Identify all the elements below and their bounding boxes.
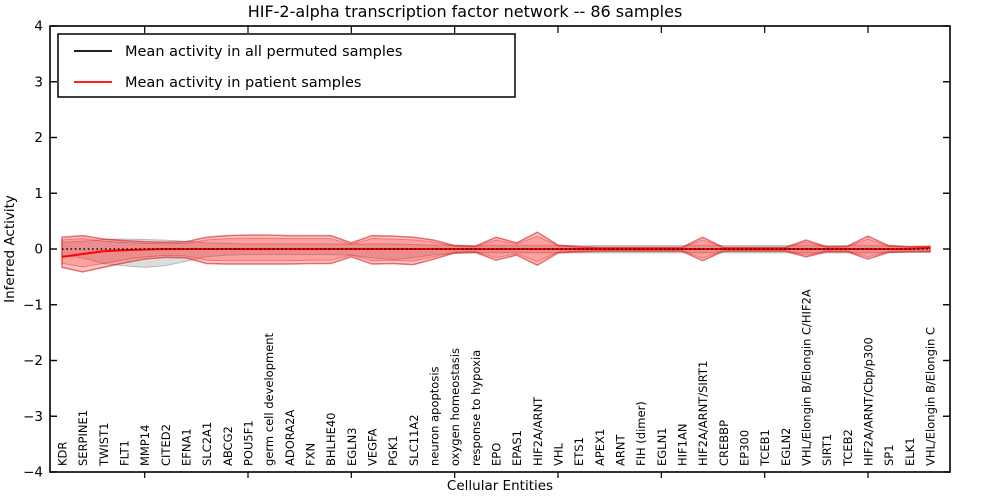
- x-tick-label: MMP14: [138, 425, 152, 466]
- patient-band-polygon: [61, 231, 931, 273]
- x-axis-label: Cellular Entities: [447, 478, 553, 494]
- x-tick-label: TCEB2: [841, 429, 855, 467]
- x-tick-label: ELK1: [903, 437, 917, 466]
- y-tick-label: 3: [34, 74, 43, 90]
- x-tick-label: SIRT1: [820, 434, 834, 466]
- y-tick-label: 0: [34, 242, 43, 258]
- x-tick-label: EGLN3: [345, 427, 359, 466]
- x-tick-label: SP1: [882, 444, 896, 466]
- legend-box: [57, 33, 516, 98]
- x-tick-label: EGLN2: [779, 427, 793, 466]
- x-tick-label: TCEB1: [758, 429, 772, 467]
- x-tick-label: neuron apoptosis: [428, 366, 442, 466]
- patient-band-inner-polygon: [61, 235, 931, 268]
- x-tick-label: VEGFA: [366, 428, 380, 466]
- x-tick-label: KDR: [56, 442, 70, 466]
- x-tick-label: HIF1AN: [676, 424, 690, 466]
- x-tick-label: POU5F1: [242, 420, 256, 466]
- x-tick-label: FXN: [304, 443, 318, 466]
- y-tick-label: −4: [23, 465, 43, 481]
- y-tick-label: 1: [34, 186, 43, 202]
- y-tick-label: −1: [23, 297, 43, 313]
- x-tick-label: FIH (dimer): [634, 401, 648, 466]
- axes-frame: [49, 25, 951, 473]
- x-tick-label: APEX1: [593, 429, 607, 466]
- x-tick-label: SLC11A2: [407, 414, 421, 466]
- x-tick-label: HIF2A/ARNT: [531, 396, 545, 466]
- x-tick-label: CITED2: [159, 424, 173, 466]
- x-tick-label: EFNA1: [180, 428, 194, 466]
- x-tick-label: EP300: [738, 430, 752, 466]
- x-tick-label: ADORA2A: [283, 410, 297, 466]
- y-tick-label: −3: [23, 409, 43, 425]
- y-axis-label: Inferred Activity: [2, 195, 18, 303]
- x-tick-label: HIF2A/ARNT/Cbp/p300: [862, 337, 876, 466]
- chart-title: HIF-2-alpha transcription factor network…: [248, 2, 683, 21]
- x-tick-label: EPAS1: [510, 430, 524, 466]
- x-tick-label: BHLHE40: [324, 413, 338, 467]
- x-tick-label: SLC2A1: [200, 422, 214, 466]
- x-tick-label: germ cell development: [262, 332, 276, 466]
- x-tick-label: VHL: [552, 442, 566, 466]
- y-tick-label: 2: [34, 130, 43, 146]
- x-tick-label: EPO: [490, 443, 504, 466]
- x-tick-label: HIF2A/ARNT/SIRT1: [696, 361, 710, 466]
- legend-label-patient: Mean activity in patient samples: [125, 75, 361, 91]
- x-tick-label: oxygen homeostasis: [448, 348, 462, 466]
- x-tick-label: ARNT: [614, 434, 628, 466]
- x-tick-label: VHL/Elongin B/Elongin C: [924, 327, 938, 466]
- x-tick-label: EGLN1: [655, 427, 669, 466]
- x-tick-label: VHL/Elongin B/Elongin C/HIF2A: [800, 289, 814, 466]
- x-tick-label: SERPINE1: [76, 410, 90, 466]
- legend-label-permuted: Mean activity in all permuted samples: [125, 44, 402, 60]
- plot-generated-content: 4 3 2 1 0 −1 −2 −3 −4 KDR SERPINE1 TWIST1 FLT1 MMP14 C…: [23, 19, 950, 481]
- x-tick-label: ABCG2: [221, 426, 235, 466]
- legend: Mean activity in all permuted samples Me…: [57, 33, 516, 98]
- y-tick-label: 4: [34, 19, 43, 35]
- x-tick-label: PGK1: [386, 435, 400, 466]
- x-tick-label: CREBBP: [717, 420, 731, 466]
- x-tick-label: TWIST1: [97, 423, 111, 467]
- y-tick-label: −2: [23, 353, 43, 369]
- x-tick-label: FLT1: [118, 440, 132, 466]
- x-tick-label: ETS1: [572, 437, 586, 466]
- x-tick-label: response to hypoxia: [469, 350, 483, 466]
